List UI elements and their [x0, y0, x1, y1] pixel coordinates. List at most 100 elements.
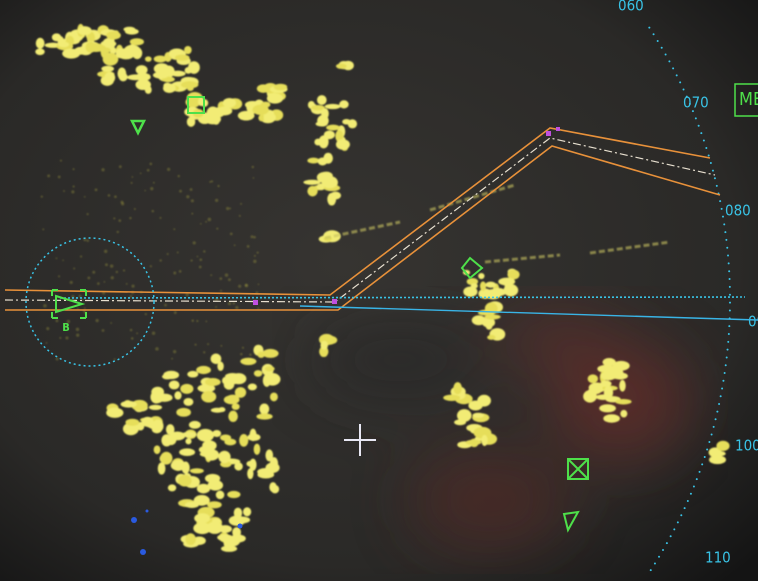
return	[135, 79, 151, 91]
return	[259, 403, 270, 415]
compass-arc: 060 070 080 090 100 110	[618, 0, 758, 572]
return	[212, 118, 220, 125]
speckle	[76, 333, 80, 337]
arc-dot	[692, 485, 695, 488]
return	[177, 474, 192, 487]
speckle	[240, 352, 243, 356]
speckle	[43, 303, 47, 308]
marker-label: B	[62, 321, 70, 334]
arc-dot	[668, 60, 671, 63]
return	[194, 513, 211, 524]
return	[151, 392, 164, 404]
speckle	[190, 259, 193, 262]
return	[182, 431, 197, 438]
return	[184, 45, 192, 55]
speckle	[227, 278, 231, 282]
speckle	[186, 195, 190, 199]
return	[165, 424, 175, 436]
return	[487, 334, 496, 340]
return	[35, 48, 45, 56]
speckle	[173, 228, 176, 231]
bearing-label: 060	[618, 0, 644, 15]
speckle	[159, 259, 162, 262]
return	[85, 41, 96, 53]
return	[127, 74, 144, 81]
arc-dot	[701, 463, 704, 466]
arc-dot	[715, 184, 718, 187]
arc-dot	[719, 395, 722, 398]
return	[253, 370, 263, 377]
speckle	[63, 190, 65, 193]
return	[226, 394, 239, 402]
return	[472, 412, 484, 418]
speckle	[241, 346, 245, 349]
return	[99, 47, 111, 54]
arc-dot	[675, 74, 678, 77]
speckle	[113, 358, 116, 361]
speckle	[250, 235, 254, 239]
arc-dot	[700, 132, 703, 135]
arc-dot	[719, 200, 722, 203]
return	[315, 121, 328, 127]
arc-dot	[653, 562, 656, 565]
speckle	[155, 347, 159, 351]
speckle	[214, 198, 219, 203]
arc-dot	[728, 285, 731, 288]
bearing-label: 080	[725, 202, 751, 220]
menu-label[interactable]: MENU	[739, 89, 758, 110]
speckle	[83, 238, 87, 242]
target-arrow	[562, 510, 580, 533]
return	[148, 404, 163, 410]
return	[205, 378, 221, 387]
speckle	[113, 217, 116, 220]
speckle	[114, 195, 117, 199]
speckle	[240, 202, 243, 205]
return	[106, 31, 121, 40]
arc-dot	[694, 117, 697, 120]
arc-dot	[726, 348, 729, 351]
arc-dot	[648, 26, 651, 29]
speckle	[191, 319, 195, 322]
return	[218, 407, 226, 413]
speckle	[77, 307, 79, 310]
return	[163, 83, 176, 94]
return	[587, 374, 599, 384]
return	[122, 422, 139, 436]
return	[485, 281, 497, 288]
return	[227, 490, 241, 499]
speckle	[196, 255, 199, 258]
arc-dot	[727, 262, 730, 265]
speckle	[144, 312, 147, 316]
speckle	[130, 181, 133, 184]
arc-dot	[669, 535, 672, 538]
return	[215, 490, 225, 500]
return	[223, 536, 241, 547]
return	[207, 501, 222, 509]
speckle	[205, 220, 207, 223]
menu-button[interactable]	[734, 83, 758, 117]
return	[477, 394, 491, 407]
speckle	[252, 177, 255, 179]
return	[185, 96, 201, 108]
arc-dot	[664, 53, 667, 56]
speckle	[104, 263, 108, 267]
streak	[324, 220, 401, 240]
speckle	[129, 328, 133, 332]
return	[321, 108, 329, 120]
speckle	[73, 267, 76, 270]
return	[253, 443, 261, 455]
return	[240, 357, 257, 366]
return	[307, 157, 320, 164]
arc-dot	[728, 325, 731, 328]
return	[129, 38, 144, 46]
arc-dot	[709, 162, 712, 165]
return	[35, 37, 45, 49]
speckle	[191, 212, 194, 215]
speckle	[220, 289, 223, 292]
bearing-label: 110	[705, 549, 731, 567]
return	[141, 416, 154, 427]
cursor	[344, 424, 376, 456]
route-boundary	[4, 127, 711, 296]
speckle	[87, 276, 91, 280]
return	[256, 84, 270, 93]
